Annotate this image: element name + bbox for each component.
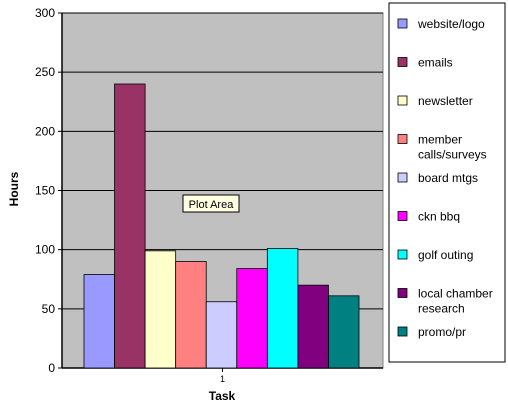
legend-swatch	[397, 95, 408, 106]
legend-swatch	[397, 249, 408, 260]
bar	[328, 295, 360, 369]
legend-label: promo/pr	[418, 325, 466, 339]
bar	[297, 284, 329, 369]
legend-label: emails	[418, 56, 453, 70]
y-tick-label: 300	[35, 6, 55, 20]
legend-swatch	[397, 211, 408, 221]
legend-swatch	[397, 57, 408, 67]
bar	[266, 248, 299, 369]
legend-swatch	[397, 326, 408, 337]
bar	[236, 268, 268, 369]
legend-box	[388, 2, 506, 363]
bar	[175, 261, 207, 369]
legend-swatch	[397, 172, 408, 183]
x-axis-label: Task	[209, 389, 236, 403]
legend-label: website/logo	[417, 17, 485, 31]
y-tick-label: 0	[48, 361, 55, 375]
legend-label: golf outing	[418, 248, 473, 262]
y-tick-label: 100	[35, 243, 55, 257]
legend-label: board mtgs	[418, 171, 478, 185]
y-tick-label: 50	[42, 302, 56, 316]
legend-swatch	[397, 288, 408, 298]
legend-label: member calls/surveys	[418, 133, 487, 162]
y-axis-label: Hours	[7, 171, 21, 206]
x-tick-label: 1	[220, 374, 225, 384]
legend-label: local chamber research	[418, 287, 493, 316]
bar	[144, 250, 177, 369]
plot-area-tooltip: Plot Area	[182, 194, 240, 213]
plot-area-tooltip-text: Plot Area	[189, 199, 235, 211]
legend-swatch	[397, 18, 408, 29]
legend: website/logo emails newsletter member calls/…	[388, 2, 506, 363]
legend-label: ckn bbq	[418, 210, 460, 224]
bar	[83, 274, 115, 369]
legend-swatch	[397, 134, 408, 144]
y-tick-label: 250	[35, 65, 55, 79]
bar	[114, 83, 146, 369]
y-tick-label: 150	[35, 184, 55, 198]
y-tick-label: 200	[35, 124, 55, 138]
bar	[205, 301, 238, 369]
bars-group	[83, 83, 360, 369]
legend-label: newsletter	[418, 94, 473, 108]
